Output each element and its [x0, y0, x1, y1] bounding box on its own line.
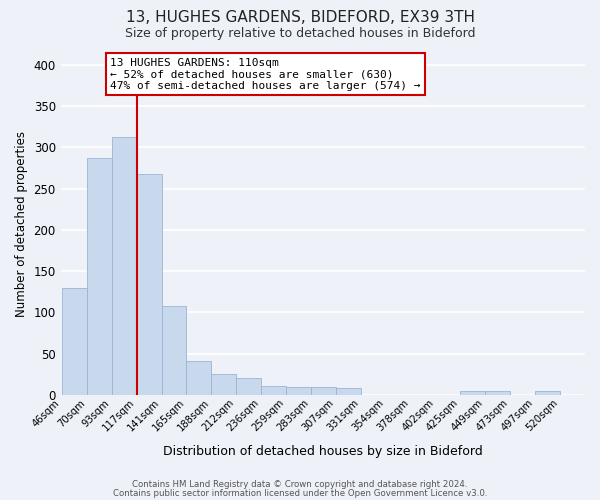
- Bar: [336, 388, 361, 395]
- Text: 13, HUGHES GARDENS, BIDEFORD, EX39 3TH: 13, HUGHES GARDENS, BIDEFORD, EX39 3TH: [125, 10, 475, 25]
- Bar: [236, 378, 261, 395]
- X-axis label: Distribution of detached houses by size in Bideford: Distribution of detached houses by size …: [163, 444, 483, 458]
- Bar: [211, 374, 236, 395]
- Bar: [62, 288, 87, 395]
- Bar: [311, 386, 336, 395]
- Bar: [286, 386, 311, 395]
- Text: 13 HUGHES GARDENS: 110sqm
← 52% of detached houses are smaller (630)
47% of semi: 13 HUGHES GARDENS: 110sqm ← 52% of detac…: [110, 58, 421, 91]
- Bar: [112, 136, 137, 395]
- Bar: [137, 174, 161, 395]
- Bar: [261, 386, 286, 395]
- Bar: [187, 361, 211, 395]
- Bar: [485, 391, 510, 395]
- Text: Size of property relative to detached houses in Bideford: Size of property relative to detached ho…: [125, 28, 475, 40]
- Text: Contains public sector information licensed under the Open Government Licence v3: Contains public sector information licen…: [113, 489, 487, 498]
- Bar: [460, 391, 485, 395]
- Text: Contains HM Land Registry data © Crown copyright and database right 2024.: Contains HM Land Registry data © Crown c…: [132, 480, 468, 489]
- Bar: [87, 158, 112, 395]
- Bar: [535, 391, 560, 395]
- Y-axis label: Number of detached properties: Number of detached properties: [15, 130, 28, 316]
- Bar: [161, 306, 187, 395]
